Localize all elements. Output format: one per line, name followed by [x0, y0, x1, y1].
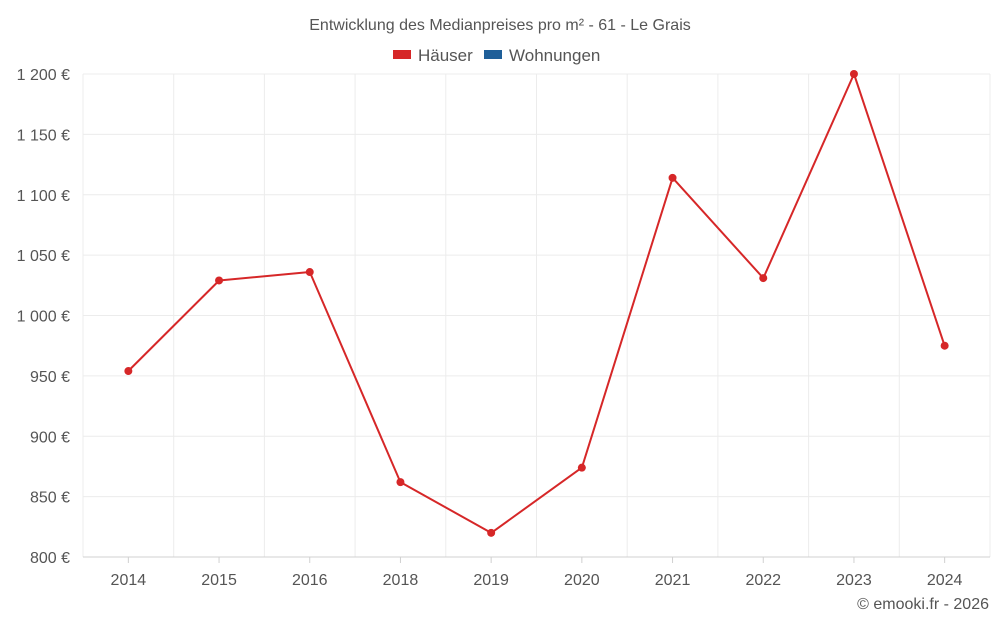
- y-tick-label: 1 100 €: [17, 188, 70, 205]
- x-tick-label: 2022: [745, 572, 781, 589]
- x-tick-label: 2021: [655, 572, 691, 589]
- x-tick-label: 2023: [836, 572, 872, 589]
- data-point[interactable]: [759, 274, 768, 283]
- y-axis-ticks: 800 € 850 € 900 € 950 € 1 000 € 1 050 € 1 100 …: [17, 67, 70, 567]
- y-tick-label: 900 €: [30, 429, 70, 446]
- data-point[interactable]: [396, 478, 405, 487]
- legend: Häuser Wohnungen: [393, 46, 600, 65]
- data-point[interactable]: [577, 463, 586, 472]
- x-tick-label: 2019: [473, 572, 509, 589]
- y-tick-label: 1 000 €: [17, 309, 70, 326]
- credit-text: © emooki.fr - 2026: [857, 596, 989, 613]
- y-tick-label: 800 €: [30, 550, 70, 567]
- series-haeuser: [124, 70, 949, 537]
- y-tick-label: 850 €: [30, 490, 70, 507]
- legend-label-wohnungen: Wohnungen: [509, 46, 600, 65]
- grid: [82, 73, 991, 558]
- data-point[interactable]: [215, 276, 224, 285]
- legend-swatch-haeuser: [393, 50, 411, 59]
- series-line-haeuser: [127, 73, 946, 534]
- x-tick-label: 2018: [383, 572, 419, 589]
- x-tick-label: 2020: [564, 572, 600, 589]
- y-tick-label: 1 200 €: [17, 67, 70, 84]
- legend-label-haeuser: Häuser: [418, 46, 473, 65]
- y-tick-label: 950 €: [30, 369, 70, 386]
- data-point[interactable]: [940, 341, 949, 350]
- chart-title: Entwicklung des Medianpreises pro m² - 6…: [309, 17, 691, 34]
- x-tick-label: 2015: [201, 572, 237, 589]
- data-point[interactable]: [305, 268, 314, 277]
- x-tick-label: 2016: [292, 572, 328, 589]
- data-point[interactable]: [487, 528, 496, 537]
- x-tick-label: 2024: [927, 572, 963, 589]
- y-tick-label: 1 150 €: [17, 127, 70, 144]
- data-point[interactable]: [668, 173, 677, 182]
- x-axis-ticks: 2014 2015 2016 2018 2019 2020 2021 2022 2023 2024: [111, 557, 963, 589]
- legend-item-haeuser[interactable]: Häuser: [393, 46, 473, 65]
- y-tick-label: 1 050 €: [17, 248, 70, 265]
- legend-swatch-wohnungen: [484, 50, 502, 59]
- data-point[interactable]: [849, 70, 858, 78]
- legend-item-wohnungen[interactable]: Wohnungen: [484, 46, 600, 65]
- data-point[interactable]: [124, 367, 133, 376]
- x-tick-label: 2014: [111, 572, 147, 589]
